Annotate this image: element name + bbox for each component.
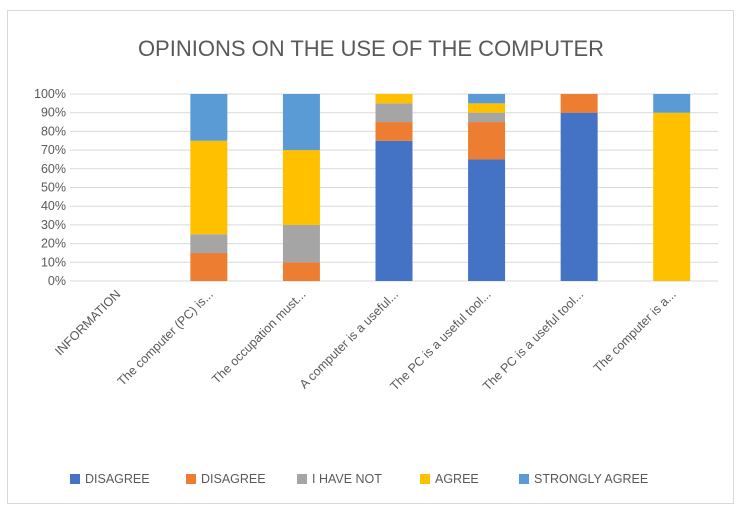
y-tick-label: 50% xyxy=(41,181,66,195)
chart-title: OPINIONS ON THE USE OF THE COMPUTER xyxy=(138,36,604,61)
legend-swatch xyxy=(186,474,196,484)
bar-segment xyxy=(190,94,228,141)
bar-segment xyxy=(190,252,228,281)
y-tick-label: 10% xyxy=(41,255,66,269)
x-tick-label: A computer is a useful... xyxy=(297,287,401,391)
bar-segment xyxy=(375,103,413,123)
stacked-bar-chart: OPINIONS ON THE USE OF THE COMPUTER 0% 10… xyxy=(34,36,718,486)
legend-swatch xyxy=(420,474,430,484)
chart-frame: OPINIONS ON THE USE OF THE COMPUTER 0% 10… xyxy=(7,10,734,504)
x-tick-label: The PC is a useful tool... xyxy=(387,287,493,393)
bar-segment xyxy=(282,262,320,281)
legend-swatch xyxy=(519,474,529,484)
y-tick-label: 0% xyxy=(48,274,66,288)
y-tick-label: 100% xyxy=(34,87,66,101)
bar-segment xyxy=(468,103,506,113)
bar-segment xyxy=(468,159,506,281)
legend: DISAGREE DISAGREE I HAVE NOT AGREE STRONGLY … xyxy=(70,472,648,486)
bar-segment xyxy=(653,94,691,113)
y-tick-label: 70% xyxy=(41,143,66,157)
y-tick-label: 40% xyxy=(41,199,66,213)
bar-segment xyxy=(468,112,506,123)
y-axis-ticks: 0% 10% 20% 30% 40% 50% 60% 70% 80% 90% 100% xyxy=(34,87,66,288)
bar-segment xyxy=(560,94,598,113)
bar-segment xyxy=(282,224,320,263)
bar-segment xyxy=(468,122,506,160)
legend-label: I HAVE NOT xyxy=(312,472,382,486)
x-tick-label: The occupation must... xyxy=(209,287,308,386)
legend-swatch xyxy=(297,474,307,484)
legend-label: AGREE xyxy=(435,472,479,486)
bar-segment xyxy=(375,140,413,281)
bar-segment xyxy=(190,234,228,253)
bar-segment xyxy=(468,94,506,104)
bar-segment xyxy=(282,94,320,151)
y-tick-label: 60% xyxy=(41,162,66,176)
y-tick-label: 20% xyxy=(41,237,66,251)
x-tick-label: The PC is a useful tool... xyxy=(480,287,586,393)
y-tick-label: 30% xyxy=(41,218,66,232)
bar-segment xyxy=(375,94,413,104)
x-tick-label: The computer (PC) is... xyxy=(115,287,216,388)
bar-segment xyxy=(282,150,320,225)
y-tick-label: 90% xyxy=(41,106,66,120)
bar-segment xyxy=(190,140,228,235)
bar-segment xyxy=(560,112,598,281)
y-tick-label: 80% xyxy=(41,124,66,138)
x-tick-label: INFORMATION xyxy=(52,287,123,358)
bars xyxy=(190,94,691,281)
bar-segment xyxy=(653,112,691,281)
legend-label: STRONGLY AGREE xyxy=(534,472,648,486)
legend-swatch xyxy=(70,474,80,484)
bar-segment xyxy=(375,122,413,141)
legend-label: DISAGREE xyxy=(201,472,266,486)
x-tick-label: The computer is a... xyxy=(591,287,679,375)
legend-label: DISAGREE xyxy=(85,472,150,486)
